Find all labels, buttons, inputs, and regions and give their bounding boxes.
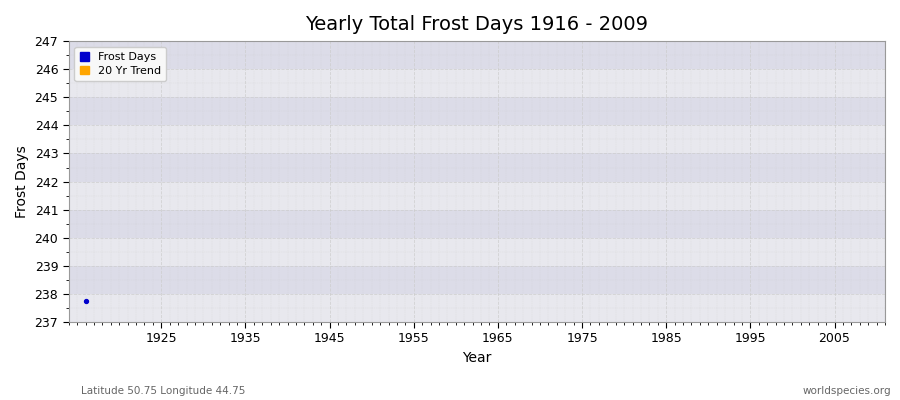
Bar bbox=[68, 69, 885, 97]
Bar bbox=[68, 154, 885, 182]
Text: worldspecies.org: worldspecies.org bbox=[803, 386, 891, 396]
Title: Yearly Total Frost Days 1916 - 2009: Yearly Total Frost Days 1916 - 2009 bbox=[305, 15, 648, 34]
Text: Latitude 50.75 Longitude 44.75: Latitude 50.75 Longitude 44.75 bbox=[81, 386, 246, 396]
Bar bbox=[68, 125, 885, 154]
Point bbox=[78, 298, 93, 304]
Bar bbox=[68, 210, 885, 238]
Bar bbox=[68, 41, 885, 69]
Legend: Frost Days, 20 Yr Trend: Frost Days, 20 Yr Trend bbox=[75, 47, 166, 81]
X-axis label: Year: Year bbox=[463, 351, 491, 365]
Y-axis label: Frost Days: Frost Days bbox=[15, 145, 29, 218]
Bar bbox=[68, 294, 885, 322]
Bar bbox=[68, 182, 885, 210]
Bar bbox=[68, 97, 885, 125]
Bar bbox=[68, 238, 885, 266]
Bar bbox=[68, 266, 885, 294]
